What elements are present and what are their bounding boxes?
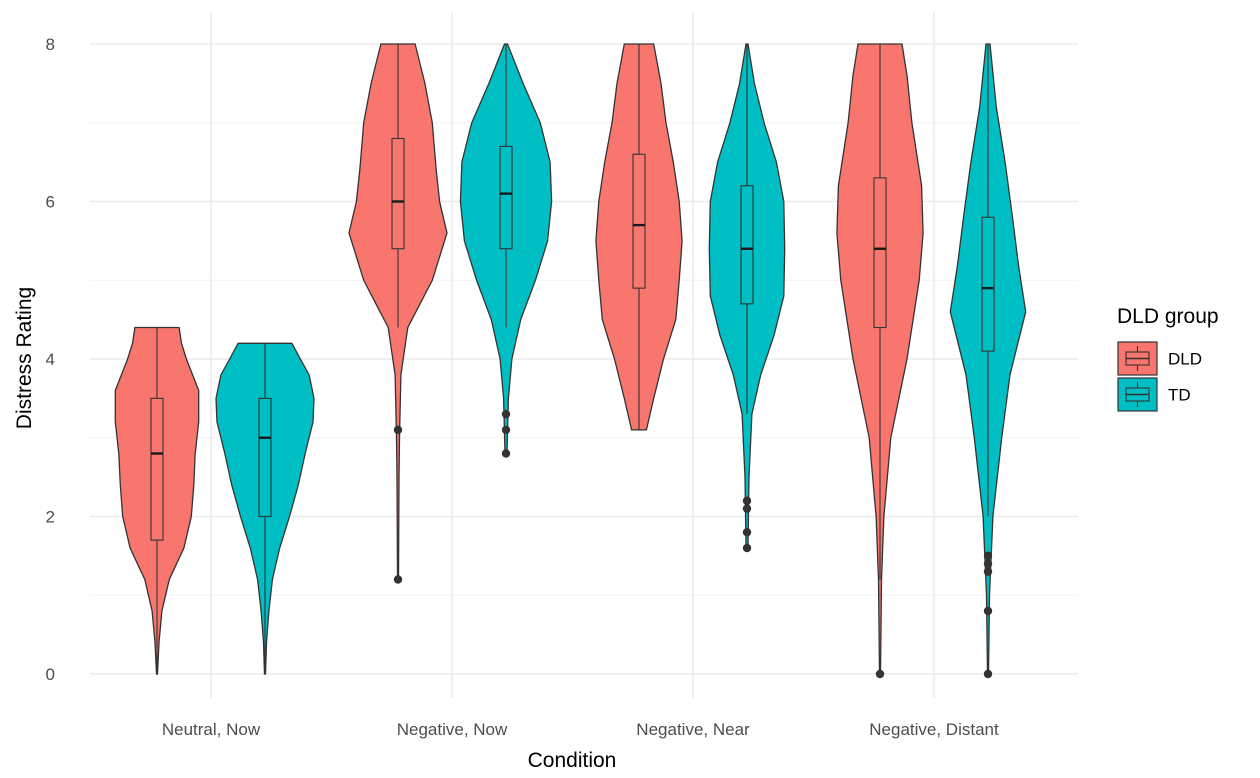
box-iqr [258,397,272,518]
outlier-point [983,551,993,561]
x-tick-label: Neutral, Now [162,720,261,739]
plot-layer [114,43,1027,679]
y-tick-label: 6 [46,193,55,212]
y-tick-label: 2 [46,508,55,527]
box-iqr [981,216,995,352]
x-tick-label: Negative, Now [397,720,508,739]
outlier-point [875,669,885,679]
y-axis-title: Distress Rating [13,287,36,429]
outlier-point [501,449,511,458]
x-tick-label: Negative, Near [636,720,750,739]
legend-label-dld: DLD [1168,350,1202,369]
outlier-point [983,606,993,616]
outlier-point [983,567,993,576]
outlier-point [742,543,752,553]
y-tick-label: 8 [46,35,55,54]
box-iqr [873,177,887,329]
legend-title: DLD group [1117,305,1219,328]
box-iqr [499,145,513,250]
legend-label-td: TD [1168,386,1191,405]
outlier-point [983,559,993,568]
outlier-point [393,425,403,435]
y-tick-label: 0 [46,665,55,684]
x-tick-label: Negative, Distant [869,720,999,739]
outlier-point [742,504,752,513]
outlier-point [742,528,752,537]
axis-layer: 0 2 4 6 8 Neutral, Now Negative, Now Negative, … [46,35,999,739]
outlier-point [393,575,403,584]
x-axis-title: Condition [528,749,617,772]
box-iqr [740,185,754,305]
box-iqr [391,137,405,250]
outlier-point [742,496,752,505]
outlier-point [501,425,511,435]
y-tick-label: 4 [46,350,55,369]
legend: DLD group DLD TD [1117,305,1219,412]
outlier-point [501,409,511,419]
box-iqr [632,153,646,289]
box-iqr [150,397,164,541]
outlier-point [983,669,993,679]
